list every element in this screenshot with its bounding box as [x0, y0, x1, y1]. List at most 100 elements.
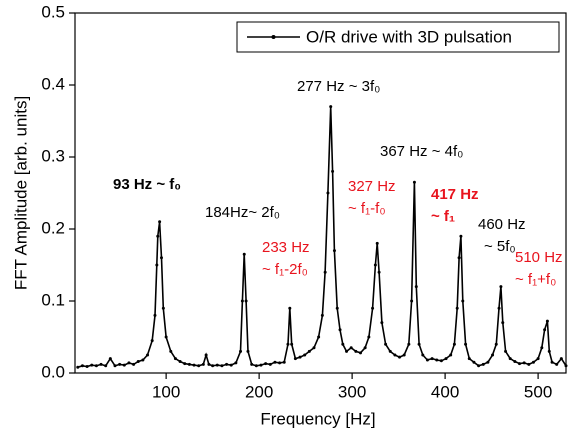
data-point — [85, 365, 89, 369]
data-point — [288, 306, 292, 310]
data-point — [215, 363, 219, 367]
data-point — [508, 357, 512, 361]
data-point — [349, 346, 353, 350]
data-point — [367, 335, 371, 339]
y-tick-label: 0.0 — [41, 362, 65, 381]
data-point — [211, 364, 215, 368]
data-point — [298, 355, 302, 359]
x-tick-label: 400 — [431, 382, 459, 401]
data-point — [127, 361, 131, 365]
data-point — [373, 263, 377, 267]
annotation: 327 Hz — [348, 178, 396, 195]
x-tick-label: 500 — [524, 382, 552, 401]
annotation: 233 Hz — [262, 239, 310, 256]
data-point — [358, 351, 362, 355]
data-point — [421, 353, 425, 357]
data-point — [545, 319, 549, 323]
data-point — [153, 313, 157, 317]
data-point — [113, 364, 117, 368]
data-point — [384, 342, 388, 346]
data-point — [536, 357, 540, 361]
data-point — [204, 353, 208, 357]
y-tick-label: 0.4 — [41, 74, 65, 93]
data-point — [108, 357, 112, 361]
data-point — [320, 313, 324, 317]
data-point — [229, 363, 233, 367]
data-point — [244, 299, 248, 303]
data-point — [173, 357, 177, 361]
data-point — [293, 357, 297, 361]
data-point — [326, 191, 330, 195]
data-point — [254, 364, 258, 368]
annotation: ~ f₁ — [431, 208, 455, 225]
data-point — [388, 349, 392, 353]
data-point — [467, 357, 471, 361]
data-point — [543, 328, 547, 332]
data-point — [331, 169, 335, 173]
data-point — [264, 362, 268, 366]
data-point — [377, 270, 381, 274]
x-tick-label: 300 — [338, 382, 366, 401]
data-point — [550, 360, 554, 364]
data-point — [407, 342, 411, 346]
data-point — [150, 339, 154, 343]
data-point — [444, 357, 448, 361]
data-point — [477, 364, 481, 368]
data-point — [183, 362, 187, 366]
data-point — [197, 364, 201, 368]
data-point — [341, 342, 345, 346]
annotation: ~ f₁-2f₀ — [262, 261, 308, 278]
data-point — [457, 256, 461, 260]
data-point — [118, 362, 122, 366]
data-point — [464, 342, 468, 346]
data-point — [371, 306, 375, 310]
data-point — [555, 362, 559, 366]
data-point — [169, 349, 173, 353]
annotation: ~ 5f₀ — [484, 238, 516, 255]
data-point — [452, 342, 456, 346]
data-point — [207, 362, 211, 366]
data-point — [504, 349, 508, 353]
annotation: 417 Hz — [431, 186, 479, 203]
data-point — [527, 362, 531, 366]
data-point — [414, 285, 418, 289]
data-point — [430, 357, 434, 361]
data-point — [439, 359, 443, 363]
y-tick-label: 0.1 — [41, 290, 65, 309]
data-point — [518, 362, 522, 366]
data-point — [329, 105, 333, 109]
data-point — [286, 342, 290, 346]
data-point — [312, 346, 316, 350]
y-axis-label: FFT Amplitude [arb. units] — [11, 96, 30, 290]
data-point — [122, 363, 126, 367]
annotation: 184Hz~ 2f₀ — [205, 204, 280, 221]
data-point — [564, 364, 568, 368]
data-point — [141, 358, 145, 362]
data-point — [497, 306, 501, 310]
data-point — [513, 359, 517, 363]
data-point — [136, 359, 140, 363]
data-point — [481, 362, 485, 366]
data-point — [273, 360, 277, 364]
data-point — [332, 249, 336, 253]
data-point — [156, 234, 160, 238]
data-point — [323, 270, 327, 274]
data-point — [461, 299, 465, 303]
data-point — [393, 353, 397, 357]
data-point — [290, 342, 294, 346]
data-point — [246, 349, 250, 353]
data-point — [250, 362, 254, 366]
data-point — [90, 363, 94, 367]
data-point — [158, 220, 162, 224]
data-point — [94, 364, 98, 368]
data-point — [540, 346, 544, 350]
data-point — [99, 362, 103, 366]
data-point — [242, 252, 246, 256]
data-point — [187, 362, 191, 366]
data-point — [345, 349, 349, 353]
data-point — [486, 360, 490, 364]
data-point — [278, 361, 282, 365]
data-point — [354, 349, 358, 353]
data-point — [531, 360, 535, 364]
data-point — [335, 306, 339, 310]
